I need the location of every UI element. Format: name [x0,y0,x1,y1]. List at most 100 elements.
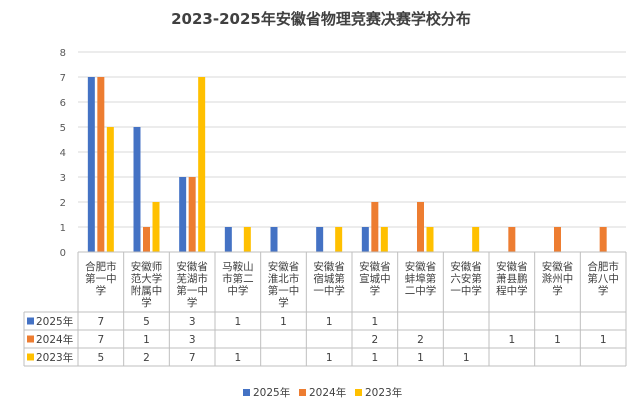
legend: 2025年 2024年 2023年 [243,386,402,399]
bar [188,177,196,252]
data-value-label: 2 [143,352,150,364]
category-label: 滁州中 [542,272,574,285]
legend-swatch [355,389,362,396]
y-tick-label: 2 [60,198,66,209]
series-row-label: 2025年 [36,315,73,328]
y-tick-label: 1 [60,223,66,234]
category-label: 安徽省 [542,260,574,273]
chart-title: 2023-2025年安徽省物理竞赛决赛学校分布 [171,10,471,28]
data-value-label: 2 [371,334,378,346]
category-label: 学 [598,284,609,297]
category-label: 安徽省 [268,260,300,273]
category-label: 二中学 [405,284,437,297]
bar [198,77,206,252]
data-value-label: 1 [371,352,378,364]
data-value-label: 5 [97,352,104,364]
data-value-label: 7 [189,352,196,364]
bar [179,177,187,252]
data-value-label: 1 [234,316,241,328]
y-tick-label: 7 [60,73,66,84]
bar [417,202,424,252]
bar [371,202,379,252]
category-label: 学 [187,296,198,309]
data-value-label: 3 [189,334,196,346]
category-label: 安徽省 [450,260,482,273]
category-label: 第一中 [85,272,117,285]
legend-swatch [299,389,306,396]
category-label: 一中学 [450,284,482,297]
y-tick-label: 8 [60,48,66,59]
y-tick-label: 4 [60,148,66,159]
data-value-label: 1 [143,334,150,346]
data-value-label: 1 [508,334,515,346]
data-value-label: 1 [234,352,241,364]
category-label: 安徽省 [313,260,345,273]
bar [380,227,388,252]
data-value-label: 1 [417,352,424,364]
category-label: 宣城中 [359,272,391,285]
data-value-label: 3 [189,316,196,328]
data-value-label: 5 [143,316,150,328]
bar [472,227,480,252]
y-tick-label: 5 [60,123,66,134]
category-label: 淮北市 [268,272,300,285]
bar [599,227,607,252]
category-label: 学 [552,284,563,297]
category-label: 安徽省 [405,260,437,273]
data-value-label: 1 [326,316,333,328]
bar [143,227,150,252]
category-label: 安徽省 [176,260,208,273]
category-label: 一中学 [313,284,345,297]
bar [152,202,160,252]
data-value-label: 7 [97,334,104,346]
y-tick-label: 0 [60,248,66,259]
legend-swatch [243,389,250,396]
category-label: 范大学 [131,272,163,285]
bar [508,227,516,252]
data-value-label: 1 [554,334,561,346]
data-value-label: 1 [326,352,333,364]
category-label: 程中学 [496,284,528,297]
y-tick-label: 3 [60,173,66,184]
data-value-label: 2 [417,334,424,346]
bar [97,77,105,252]
category-label: 萧县鹏 [496,272,528,285]
category-label: 学 [96,284,107,297]
category-label: 芜湖市 [176,272,208,285]
category-label: 安徽师 [131,260,163,273]
data-value-label: 1 [280,316,287,328]
series-row-label: 2023年 [36,351,73,364]
category-label: 安徽省 [496,260,528,273]
bar [106,127,114,252]
category-label: 宿城第 [313,272,345,285]
legend-label: 2024年 [309,386,346,399]
legend-label: 2025年 [253,386,290,399]
category-label: 学 [370,284,381,297]
data-value-label: 1 [371,316,378,328]
bar [335,227,343,252]
category-label: 蚌埠第 [405,272,437,285]
bar [243,227,251,252]
bar [87,77,95,252]
series-key-swatch [27,335,34,343]
category-label: 六安第 [450,272,482,285]
series-key-swatch [27,353,34,361]
category-label: 学 [278,296,289,309]
category-label: 第一中 [268,284,300,297]
category-label: 中学 [227,284,248,297]
bar [426,227,434,252]
category-label: 附属中 [131,284,163,297]
series-key-swatch [27,317,34,325]
legend-label: 2023年 [365,386,402,399]
series-row-label: 2024年 [36,333,73,346]
data-table: 合肥市第一中学安徽师范大学附属中学安徽省芜湖市第一中学马鞍山市第二中学安徽省淮北… [23,251,627,367]
category-label: 安徽省 [359,260,391,273]
bar [270,227,278,252]
category-label: 学 [141,296,152,309]
gridlines [78,51,626,228]
bar [224,227,232,252]
bar [133,127,141,252]
data-value-label: 7 [97,316,104,328]
